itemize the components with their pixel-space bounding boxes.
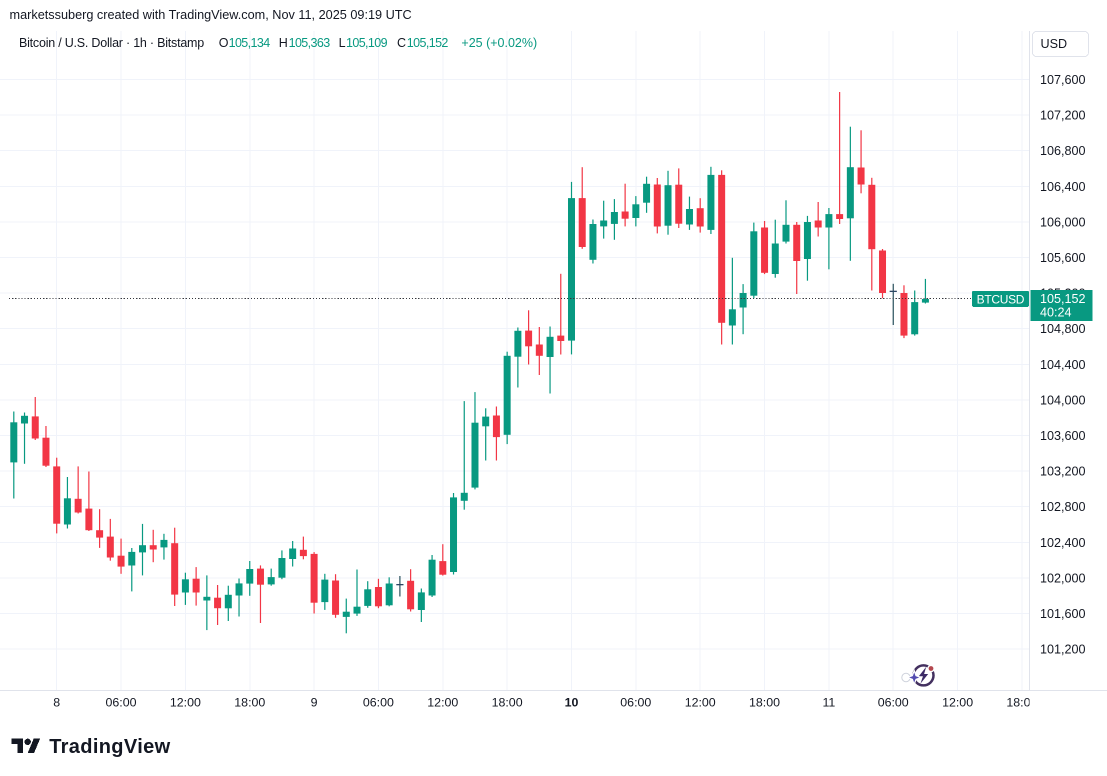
- svg-text:12:00: 12:00: [942, 696, 973, 710]
- svg-text:40:24: 40:24: [1040, 305, 1072, 319]
- svg-text:10: 10: [565, 696, 579, 710]
- svg-text:TradingView: TradingView: [49, 736, 170, 758]
- svg-text:104,400: 104,400: [1040, 358, 1086, 372]
- svg-text:11: 11: [822, 696, 835, 710]
- svg-text:104,000: 104,000: [1040, 393, 1086, 407]
- svg-text:102,000: 102,000: [1040, 571, 1086, 585]
- svg-text:18:00: 18:00: [1006, 696, 1037, 710]
- svg-text:06:00: 06:00: [878, 696, 909, 710]
- svg-text:102,800: 102,800: [1040, 500, 1086, 514]
- svg-text:BTCUSD: BTCUSD: [977, 293, 1025, 307]
- svg-text:12:00: 12:00: [170, 696, 201, 710]
- svg-text:06:00: 06:00: [363, 696, 394, 710]
- svg-text:18:00: 18:00: [749, 696, 780, 710]
- svg-text:18:00: 18:00: [492, 696, 523, 710]
- svg-text:106,400: 106,400: [1040, 180, 1086, 194]
- svg-text:103,600: 103,600: [1040, 429, 1086, 443]
- svg-text:18:00: 18:00: [234, 696, 265, 710]
- svg-text:107,600: 107,600: [1040, 73, 1086, 87]
- svg-text:105,600: 105,600: [1040, 251, 1086, 265]
- svg-text:101,200: 101,200: [1040, 643, 1086, 657]
- svg-text:12:00: 12:00: [685, 696, 716, 710]
- svg-text:102,400: 102,400: [1040, 536, 1086, 550]
- svg-text:103,200: 103,200: [1040, 465, 1086, 479]
- svg-text:106,800: 106,800: [1040, 144, 1086, 158]
- svg-text:106,000: 106,000: [1040, 215, 1086, 229]
- svg-text:06:00: 06:00: [105, 696, 136, 710]
- svg-text:8: 8: [53, 696, 60, 710]
- svg-text:12:00: 12:00: [427, 696, 458, 710]
- svg-text:USD: USD: [1041, 37, 1068, 51]
- svg-text:06:00: 06:00: [620, 696, 651, 710]
- svg-text:105,152: 105,152: [1040, 292, 1086, 306]
- svg-text:101,600: 101,600: [1040, 607, 1086, 621]
- svg-text:9: 9: [311, 696, 318, 710]
- svg-text:104,800: 104,800: [1040, 322, 1086, 336]
- svg-text:107,200: 107,200: [1040, 109, 1086, 123]
